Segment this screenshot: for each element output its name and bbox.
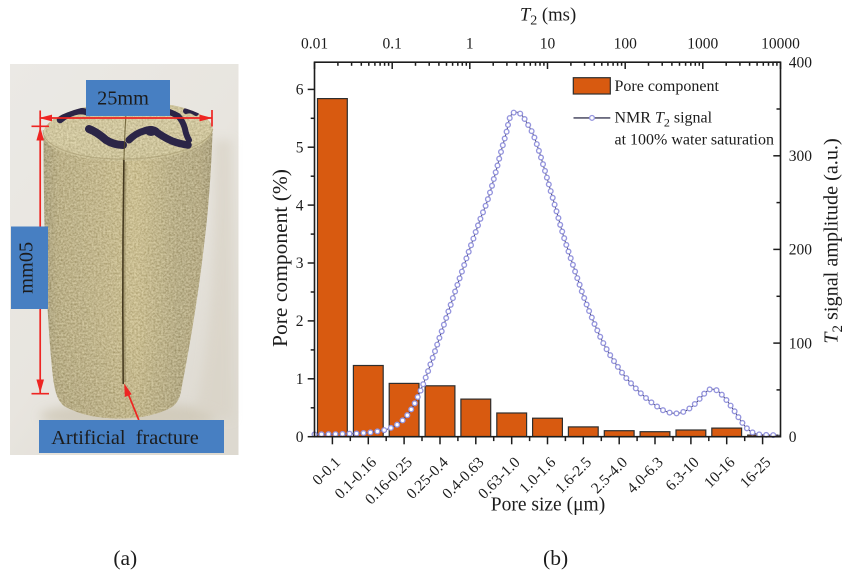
svg-text:1: 1 [296,371,304,388]
svg-text:10: 10 [540,35,556,52]
svg-text:10000: 10000 [761,35,800,52]
svg-text:T2 signal amplitude (a.u.): T2 signal amplitude (a.u.) [821,138,847,343]
svg-text:300: 300 [789,148,813,165]
svg-text:4: 4 [296,197,304,214]
svg-text:2: 2 [296,313,304,330]
svg-text:100: 100 [789,335,813,352]
svg-text:Artificial fracture: Artificial fracture [51,427,199,449]
svg-text:0: 0 [296,429,304,446]
svg-text:16-25: 16-25 [737,454,775,492]
svg-text:0.01: 0.01 [301,35,328,52]
svg-text:(b): (b) [543,546,568,570]
svg-text:Pore size (μm): Pore size (μm) [491,495,605,516]
svg-text:6.3-10: 6.3-10 [662,454,703,495]
svg-text:5: 5 [296,139,304,156]
svg-text:2.5-4.0: 2.5-4.0 [588,454,631,497]
svg-text:1000: 1000 [687,35,718,52]
svg-text:0.1: 0.1 [383,35,402,52]
svg-text:4.0-6.3: 4.0-6.3 [624,454,667,497]
svg-text:Pore component (%): Pore component (%) [268,169,292,347]
svg-text:T2 (ms): T2 (ms) [520,5,576,29]
svg-text:400: 400 [789,54,813,71]
svg-text:0: 0 [789,429,797,446]
svg-text:at 100% water saturation: at 100% water saturation [615,132,775,149]
svg-text:200: 200 [789,242,813,259]
svg-text:6: 6 [296,82,304,99]
svg-text:Pore component: Pore component [615,78,720,95]
svg-text:3: 3 [296,255,304,272]
svg-text:1.0-1.6: 1.0-1.6 [516,454,559,497]
svg-text:25mm: 25mm [97,87,149,109]
svg-text:1: 1 [466,35,474,52]
svg-text:(a): (a) [113,546,137,570]
svg-text:NMR T2 signal: NMR T2 signal [615,110,713,130]
svg-text:mm05: mm05 [16,242,38,294]
svg-text:10-16: 10-16 [701,454,739,492]
svg-text:1.6-2.5: 1.6-2.5 [552,454,595,497]
svg-text:100: 100 [614,35,638,52]
